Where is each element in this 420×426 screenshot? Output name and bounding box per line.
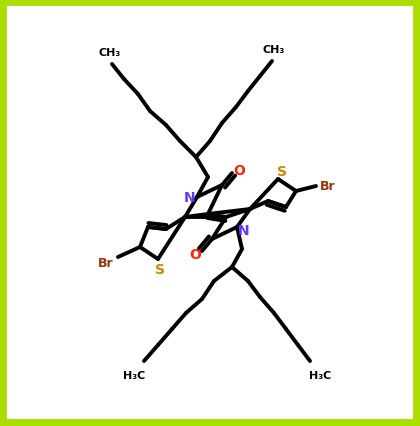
Text: S: S [277, 164, 287, 178]
Text: Br: Br [320, 180, 336, 193]
Text: CH₃: CH₃ [99, 48, 121, 58]
Text: H₃C: H₃C [123, 370, 145, 380]
Text: Br: Br [98, 257, 114, 270]
Text: O: O [233, 164, 245, 178]
Text: O: O [189, 248, 201, 262]
Text: CH₃: CH₃ [263, 45, 285, 55]
Text: N: N [184, 190, 196, 204]
Text: S: S [155, 262, 165, 276]
Text: H₃C: H₃C [309, 370, 331, 380]
Text: N: N [238, 224, 250, 237]
